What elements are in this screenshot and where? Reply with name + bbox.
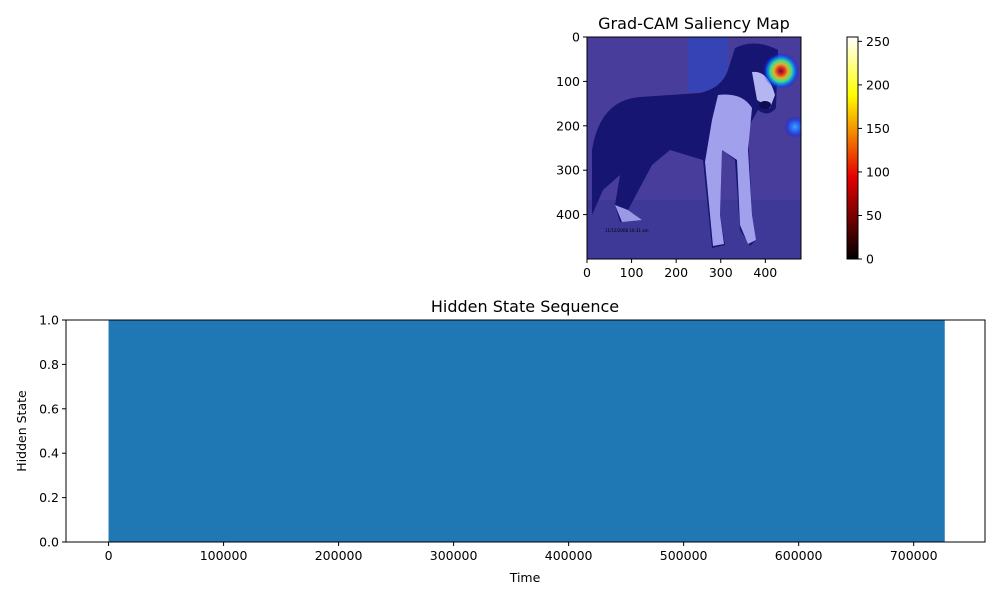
saliency-y-axis: 0 100 200 300 400 — [556, 30, 587, 222]
saliency-frame — [586, 36, 802, 260]
colorbar-tick-label: 200 — [866, 77, 890, 92]
colorbar-gradient — [846, 36, 859, 260]
saliency-title: Grad-CAM Saliency Map — [598, 14, 790, 33]
hidden-state-area — [108, 320, 945, 542]
hidden-state-tick-label: 0.2 — [39, 490, 59, 505]
colorbar-tick-label: 150 — [866, 121, 890, 136]
time-tick-label: 300000 — [430, 548, 478, 563]
hotspot-secondary — [784, 116, 801, 138]
hidden-state-title: Hidden State Sequence — [431, 297, 619, 316]
colorbar-axis: 0 50 100 150 200 250 — [858, 34, 890, 267]
saliency-y-tick-label: 0 — [572, 30, 580, 45]
colorbar-tick-label: 50 — [866, 208, 882, 223]
saliency-y-tick-label: 400 — [556, 207, 580, 222]
saliency-y-tick-label: 200 — [556, 118, 580, 133]
hidden-state-axis: 0.0 0.2 0.4 0.6 0.8 1.0 — [39, 313, 66, 550]
time-tick-label: 400000 — [545, 548, 593, 563]
colorbar-tick-label: 250 — [866, 34, 890, 49]
y-axis-label: Hidden State — [14, 390, 29, 472]
saliency-x-tick-label: 300 — [709, 265, 733, 280]
saliency-x-tick-label: 400 — [753, 265, 777, 280]
time-tick-label: 0 — [105, 548, 113, 563]
time-tick-label: 100000 — [200, 548, 248, 563]
saliency-image: 11/12/2008 10:31 am — [587, 37, 801, 259]
hidden-state-tick-label: 0.0 — [39, 535, 59, 550]
time-tick-label: 700000 — [890, 548, 938, 563]
hotspot-primary — [763, 53, 799, 89]
hidden-state-tick-label: 0.4 — [39, 446, 59, 461]
image-timestamp: 11/12/2008 10:31 am — [605, 228, 649, 233]
colorbar-tick-label: 0 — [866, 252, 874, 267]
saliency-y-tick-label: 300 — [556, 163, 580, 178]
saliency-x-axis: 0 100 200 300 400 — [583, 259, 777, 280]
time-tick-label: 600000 — [775, 548, 823, 563]
hidden-state-tick-label: 0.8 — [39, 357, 59, 372]
saliency-x-tick-label: 0 — [583, 265, 591, 280]
time-tick-label: 200000 — [315, 548, 363, 563]
plot-frame — [65, 319, 986, 543]
saliency-y-tick-label: 100 — [556, 74, 580, 89]
hidden-state-tick-label: 1.0 — [39, 313, 59, 328]
x-axis-label: Time — [509, 570, 541, 585]
time-tick-label: 500000 — [660, 548, 708, 563]
hidden-state-tick-label: 0.6 — [39, 401, 59, 416]
saliency-x-tick-label: 100 — [620, 265, 644, 280]
saliency-x-tick-label: 200 — [664, 265, 688, 280]
dog-silhouette — [592, 43, 778, 248]
time-axis: 0 100000 200000 300000 400000 500000 600000 700… — [105, 542, 938, 563]
colorbar-tick-label: 100 — [866, 164, 890, 179]
